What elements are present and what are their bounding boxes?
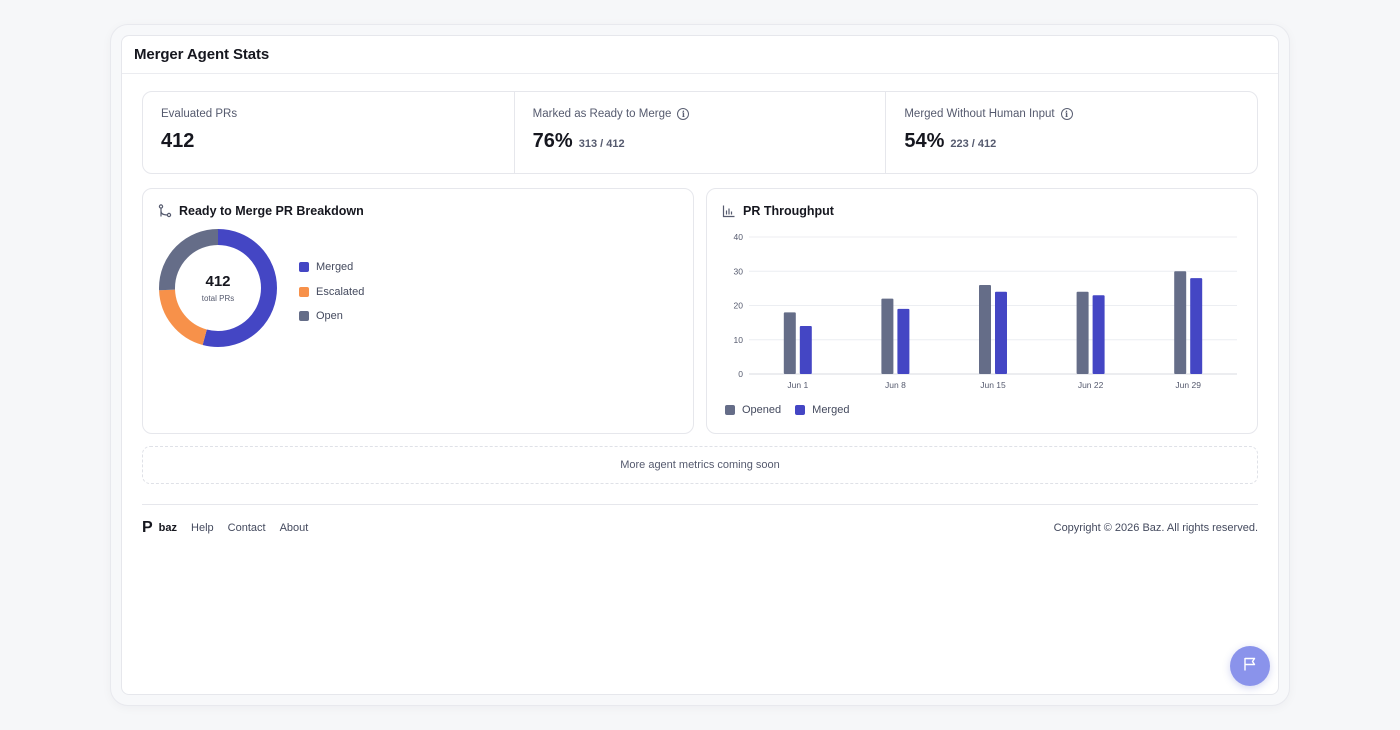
- x-tick-label: Jun 8: [885, 380, 906, 390]
- legend-swatch: [299, 311, 309, 322]
- legend-label: Open: [316, 310, 343, 323]
- donut-chart: 412 total PRs: [157, 227, 279, 349]
- bar-opened[interactable]: [881, 298, 894, 374]
- x-tick-label: Jun 29: [1175, 380, 1201, 390]
- brand[interactable]: P baz: [142, 520, 177, 536]
- y-tick-label: 40: [734, 232, 744, 242]
- bar-opened[interactable]: [783, 312, 796, 374]
- stat-sub: 223 / 412: [950, 138, 997, 150]
- legend-swatch: [299, 286, 309, 297]
- bar-opened[interactable]: [979, 284, 991, 374]
- bar-opened[interactable]: [1076, 291, 1089, 374]
- stat-label-text: Marked as Ready to Merge: [532, 108, 672, 120]
- y-tick-label: 0: [738, 369, 743, 379]
- info-icon[interactable]: i: [1060, 108, 1073, 120]
- y-tick-label: 30: [734, 266, 744, 276]
- throughput-card-title: PR Throughput: [722, 204, 834, 218]
- bar-merged[interactable]: [897, 308, 910, 374]
- donut-svg: [159, 229, 277, 347]
- donut-total: 412: [205, 273, 231, 290]
- y-tick-label: 10: [734, 335, 744, 345]
- breakdown-card-title: Ready to Merge PR Breakdown: [158, 204, 364, 218]
- donut-center: 412 total PRs: [157, 227, 279, 349]
- legend-item-opened: Opened: [725, 404, 781, 416]
- bar-merged[interactable]: [1092, 295, 1105, 374]
- legend-label: Merged: [812, 404, 850, 416]
- stat-label-text: Evaluated PRs: [161, 108, 238, 120]
- donut-caption: total PRs: [201, 294, 235, 303]
- stat-label-text: Merged Without Human Input: [904, 108, 1055, 120]
- footer-link-about[interactable]: About: [279, 522, 309, 534]
- info-icon[interactable]: i: [677, 108, 690, 120]
- bar-merged[interactable]: [995, 291, 1007, 374]
- footer: P baz Help Contact About Copyright © 202…: [142, 518, 1258, 538]
- legend-item-merged: Merged: [795, 404, 849, 416]
- legend-label: Opened: [742, 404, 782, 416]
- panel-header: Merger Agent Stats: [122, 36, 1278, 74]
- throughput-chart: 0 10 20 30 40 Jun 1 Jun 8 Jun 15 Jun 22 Jun 29: [734, 232, 1237, 390]
- stat-label: Evaluated PRs: [161, 108, 496, 120]
- merger-agent-stats-panel: Merger Agent Stats Evaluated PRs 412 Mar…: [121, 35, 1279, 695]
- stats-row: Evaluated PRs 412 Marked as Ready to Mer…: [142, 91, 1258, 174]
- legend-swatch: [299, 262, 309, 273]
- bar-opened[interactable]: [1174, 271, 1187, 374]
- app-frame: Merger Agent Stats Evaluated PRs 412 Mar…: [110, 24, 1290, 706]
- feedback-button[interactable]: [1230, 646, 1270, 686]
- breakdown-title-text: Ready to Merge PR Breakdown: [179, 204, 364, 218]
- breakdown-card: Ready to Merge PR Breakdown 412 total PR…: [142, 188, 694, 434]
- git-merge-icon: [158, 204, 172, 218]
- stat-label: Merged Without Human Input i: [904, 108, 1239, 120]
- legend-label: Merged: [316, 261, 354, 274]
- donut-slice-open[interactable]: [159, 229, 277, 347]
- stat-merged-without-human: Merged Without Human Input i 54% 223 / 4…: [886, 92, 1257, 173]
- stat-value: 412: [161, 130, 195, 152]
- throughput-card: 0 10 20 30 40 Jun 1 Jun 8 Jun 15 Jun 22 Jun 29 PR…: [706, 188, 1258, 434]
- stat-label: Marked as Ready to Merge i: [533, 108, 868, 120]
- bar-merged[interactable]: [1190, 278, 1203, 374]
- stat-ready-to-merge: Marked as Ready to Merge i 76% 313 / 412: [515, 92, 887, 173]
- footer-divider: [142, 504, 1258, 505]
- bar-merged[interactable]: [799, 326, 812, 374]
- legend-item-escalated: Escalated: [299, 280, 364, 305]
- brand-name: baz: [158, 522, 178, 534]
- coming-soon-banner: More agent metrics coming soon: [142, 446, 1258, 484]
- stat-value: 54%: [904, 130, 945, 152]
- legend-label: Escalated: [316, 285, 365, 298]
- footer-link-help[interactable]: Help: [191, 522, 214, 534]
- x-tick-label: Jun 22: [1078, 380, 1104, 390]
- y-tick-label: 20: [734, 301, 744, 311]
- legend-swatch: [795, 405, 806, 415]
- baz-logo: P: [142, 519, 153, 536]
- copyright: Copyright © 2026 Baz. All rights reserve…: [1053, 522, 1258, 534]
- x-tick-label: Jun 15: [980, 380, 1006, 390]
- stat-sub: 313 / 412: [578, 138, 625, 150]
- flag-icon: [1242, 656, 1258, 677]
- legend-item-merged: Merged: [299, 255, 364, 280]
- x-tick-label: Jun 1: [787, 380, 808, 390]
- bar-chart-icon: [722, 204, 736, 218]
- legend-swatch: [725, 405, 735, 415]
- breakdown-legend: Merged Escalated Open: [299, 255, 364, 329]
- legend-item-open: Open: [299, 304, 364, 329]
- footer-link-contact[interactable]: Contact: [227, 522, 266, 534]
- throughput-legend: Opened Merged: [725, 404, 849, 416]
- stat-value: 76%: [532, 130, 573, 152]
- panel-title: Merger Agent Stats: [134, 46, 270, 63]
- stat-evaluated-prs: Evaluated PRs 412: [143, 92, 515, 173]
- throughput-title-text: PR Throughput: [743, 204, 834, 218]
